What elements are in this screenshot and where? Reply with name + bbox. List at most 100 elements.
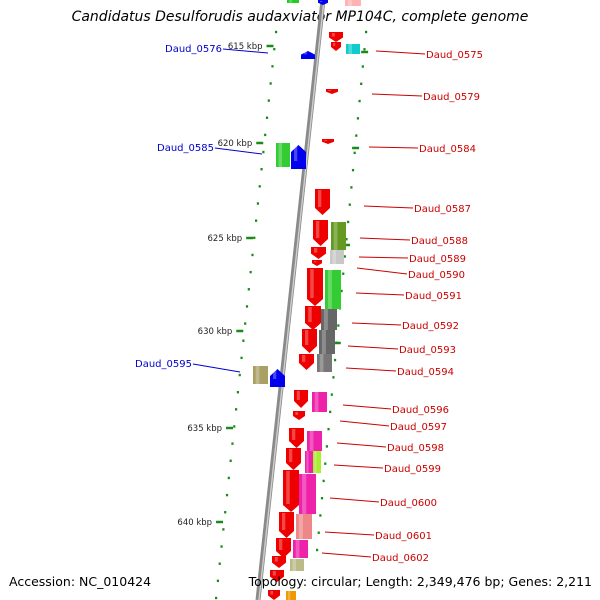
gene-leader-reverse — [351, 322, 402, 326]
reverse-scale-dot — [360, 82, 363, 85]
forward-scale-dot — [215, 596, 218, 600]
cds-box-shine — [289, 0, 293, 3]
reverse-scale-dot — [320, 497, 324, 500]
forward-scale-dot — [225, 493, 229, 497]
reverse-scale-dot — [343, 255, 346, 258]
kbp-label: 620 kbp — [218, 139, 253, 149]
gene-arrow-shine — [302, 355, 306, 362]
forward-scale-dot — [242, 339, 245, 342]
forward-scale-dot — [220, 545, 223, 548]
forward-scale-dot — [269, 82, 272, 85]
cds-box — [293, 540, 308, 558]
gene-arrow — [318, 0, 328, 5]
forward-scale-dot — [245, 305, 249, 308]
gene-arrow-shine — [289, 449, 293, 462]
reverse-scale-dot — [329, 410, 332, 414]
cds-box-shine — [327, 270, 332, 309]
reverse-scale-dot — [332, 376, 335, 379]
gene-leader-reverse — [356, 267, 408, 275]
kbp-label: 635 kbp — [187, 424, 222, 434]
cds-box-shine — [309, 431, 314, 451]
gene-arrow — [329, 32, 343, 42]
cds-box-shine — [333, 222, 338, 250]
cds-box — [276, 143, 290, 167]
gene-arrow-shine — [274, 557, 278, 562]
forward-scale-dot — [255, 219, 258, 222]
forward-scale-dot — [236, 390, 240, 394]
gene-arrow — [291, 145, 306, 169]
kbp-label: 625 kbp — [208, 234, 243, 244]
forward-scale-dot — [238, 373, 241, 377]
gene-arrow — [305, 306, 321, 330]
forward-scale-dot — [233, 425, 236, 428]
gene-leader-reverse — [347, 345, 399, 350]
cds-box — [286, 591, 296, 600]
gene-label-reverse: Daud_0593 — [399, 345, 456, 356]
gene-label-reverse: Daud_0599 — [384, 464, 441, 475]
gene-arrow-shine — [294, 146, 298, 161]
cds-box — [253, 366, 268, 384]
cds-box-shine — [306, 451, 309, 473]
reverse-scale-dot — [350, 186, 353, 189]
cds-box-shine — [323, 309, 328, 330]
reverse-scale-dot — [347, 220, 350, 224]
gene-label-reverse: Daud_0590 — [408, 270, 465, 281]
backbone-highlight — [258, 0, 325, 600]
gene-arrow — [270, 369, 285, 387]
forward-scale-dot — [253, 236, 256, 240]
cds-box-shine — [314, 392, 319, 412]
gene-label-reverse: Daud_0602 — [372, 553, 429, 564]
reverse-scale-dot — [333, 358, 337, 362]
gene-leader-reverse — [339, 420, 390, 427]
gene-arrow — [301, 51, 315, 59]
cds-box-shine — [348, 44, 353, 54]
reverse-scale-dot — [327, 427, 330, 431]
reverse-scale-dot — [342, 272, 345, 275]
cds-box — [319, 330, 335, 354]
gene-label-reverse: Daud_0587 — [414, 204, 471, 215]
forward-scale-dot — [229, 459, 232, 462]
gene-label-reverse: Daud_0575 — [426, 50, 483, 61]
forward-scale-dot — [222, 528, 225, 531]
gene-arrow-shine — [333, 43, 336, 46]
cds-box — [325, 270, 341, 309]
cds-box — [331, 222, 346, 250]
accession-text: Accession: NC_010424 — [9, 574, 152, 589]
gene-arrow — [322, 139, 334, 144]
gene-arrow-shine — [314, 261, 317, 263]
gene-label-reverse: Daud_0579 — [423, 92, 480, 103]
gene-arrow-shine — [324, 140, 328, 141]
cds-box — [345, 0, 361, 6]
gene-arrow-shine — [292, 429, 296, 440]
reverse-scale-dot — [351, 168, 355, 172]
cds-box — [305, 451, 313, 473]
gene-arrow — [315, 189, 330, 215]
gene-arrow — [331, 42, 341, 51]
gene-label-forward: Daud_0576 — [165, 44, 222, 55]
cds-box — [313, 451, 321, 473]
gene-arrow — [293, 411, 305, 420]
reverse-scale-dot — [348, 203, 351, 206]
reverse-scale-dot — [319, 514, 322, 517]
forward-scale-dot — [249, 270, 252, 274]
gene-arrow — [313, 220, 328, 246]
gene-arrow-shine — [282, 513, 286, 530]
forward-scale-dot — [256, 202, 260, 205]
forward-scale-dot — [260, 168, 263, 171]
reverse-scale-dot — [322, 479, 325, 483]
gene-label-reverse: Daud_0601 — [375, 531, 432, 542]
gene-leader-reverse — [336, 442, 387, 448]
kbp-label: 640 kbp — [177, 518, 212, 528]
gene-arrow — [294, 390, 308, 408]
gene-arrow-shine — [328, 90, 332, 91]
gene-arrow-shine — [270, 591, 274, 595]
tick-layer — [215, 30, 369, 600]
cds-box-shine — [347, 0, 352, 6]
gene-arrow-shine — [318, 190, 322, 207]
forward-scale-dot — [267, 99, 270, 102]
gene-leader-forward — [214, 147, 263, 155]
kbp-label: 630 kbp — [198, 327, 233, 337]
gene-leader-reverse — [355, 292, 405, 296]
forward-scale-dot — [262, 150, 265, 154]
cds-box — [312, 392, 327, 412]
